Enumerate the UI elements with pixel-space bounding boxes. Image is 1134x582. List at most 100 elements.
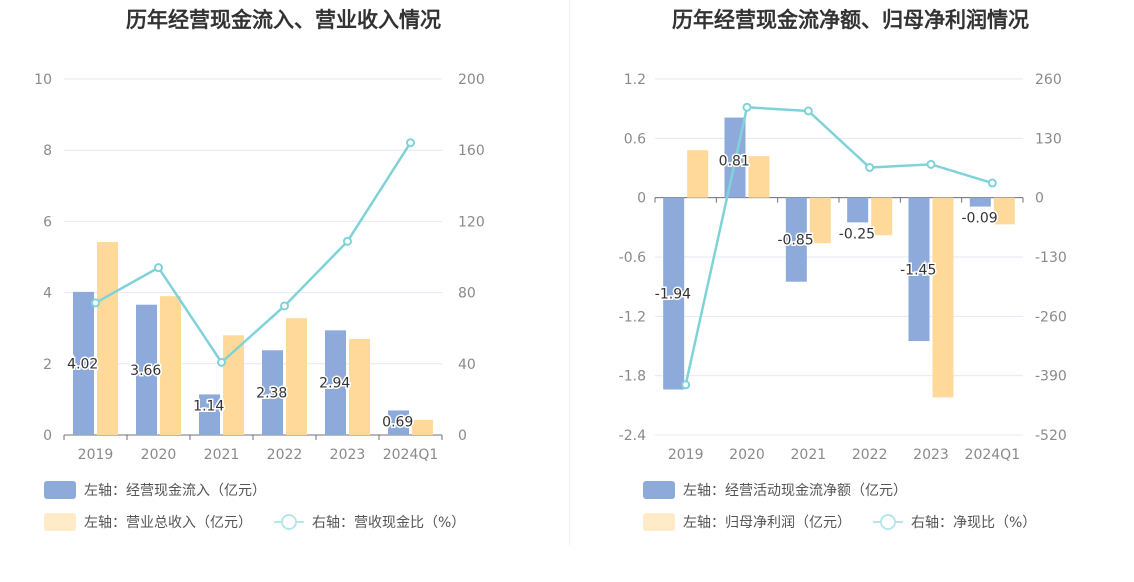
bar-blue bbox=[136, 304, 157, 435]
legend-label: 右轴：净现比（%） bbox=[911, 515, 1037, 531]
legend-swatch-blue bbox=[643, 481, 675, 499]
legend-item-revenue[interactable]: 左轴：营业总收入（亿元） bbox=[44, 512, 252, 532]
ratio-line-point bbox=[217, 357, 226, 367]
legend-item-net-cash-ratio[interactable]: 右轴：净现比（%） bbox=[873, 512, 1036, 532]
bar-data-label: 0.69 bbox=[382, 414, 413, 430]
bar-blue bbox=[262, 350, 283, 435]
legend-swatch-blue bbox=[44, 481, 76, 499]
left-chart-panel: 历年经营现金流入、营业收入情况 0 0 2 40 4 80 6 120 8 160 10 200 201… bbox=[34, 8, 487, 532]
left-axis-tick-label: 0 bbox=[637, 191, 646, 207]
legend-line-icon bbox=[873, 513, 903, 531]
category-label: 2020 bbox=[729, 447, 765, 463]
legend-label: 左轴：归母净利润（亿元） bbox=[683, 515, 851, 531]
right-axis-tick-label: 200 bbox=[458, 72, 485, 88]
left-axis-tick-label: -1.8 bbox=[619, 369, 646, 385]
right-axis-tick-label: 120 bbox=[458, 214, 485, 230]
bar-data-label: 1.14 bbox=[193, 398, 224, 414]
legend-item-net-profit[interactable]: 左轴：归母净利润（亿元） bbox=[643, 512, 851, 532]
legend-row-2: 左轴：归母净利润（亿元） 右轴：净现比（%） bbox=[643, 512, 1058, 532]
category-label: 2023 bbox=[913, 447, 949, 463]
left-axis-tick-label: 0 bbox=[43, 428, 52, 444]
bar-orange bbox=[223, 335, 244, 435]
cash-inflow-revenue-chart: 0 0 2 40 4 80 6 120 8 160 10 200 2019 2020 2021 2022 202… bbox=[34, 72, 485, 463]
bar-blue bbox=[199, 394, 220, 435]
bar-blue bbox=[73, 291, 94, 435]
chart-title: 历年经营现金流净额、归母净利润情况 bbox=[672, 8, 1029, 32]
category-label: 2024Q1 bbox=[965, 447, 1021, 463]
right-axis-tick-label: -130 bbox=[1035, 250, 1067, 266]
bar-orange bbox=[932, 197, 954, 398]
legend-row-1: 左轴：经营活动现金流净额（亿元） bbox=[643, 480, 929, 500]
left-axis-tick-label: -1.2 bbox=[619, 309, 646, 325]
right-axis-tick-label: 160 bbox=[458, 143, 485, 159]
net-cash-flow-profit-chart: -2.4 -520 -1.8 -390 -1.2 -260 -0.6 -130 0 0 0.6 130… bbox=[619, 72, 1067, 463]
right-axis-tick-label: 0 bbox=[1035, 191, 1044, 207]
category-label: 2020 bbox=[141, 447, 177, 463]
bar-data-label: 0.81 bbox=[719, 154, 750, 170]
ratio-line bbox=[94, 142, 412, 365]
category-label: 2019 bbox=[78, 447, 114, 463]
ratio-line-point bbox=[406, 138, 415, 148]
bar-orange bbox=[97, 242, 118, 435]
legend-swatch-orange bbox=[643, 513, 675, 531]
bar-data-label: -0.09 bbox=[961, 211, 997, 227]
bar-orange bbox=[809, 197, 831, 244]
bar-orange bbox=[871, 197, 893, 236]
bar-orange bbox=[412, 420, 433, 435]
legend-label: 右轴：营收现金比（%） bbox=[312, 515, 466, 531]
right-axis-tick-label: 80 bbox=[458, 286, 476, 302]
bar-data-label: 2.38 bbox=[256, 386, 287, 402]
category-label: 2021 bbox=[791, 447, 827, 463]
bar-blue bbox=[388, 410, 409, 435]
legend-row-2: 左轴：营业总收入（亿元） 右轴：营收现金比（%） bbox=[44, 512, 487, 532]
left-axis-tick-label: 6 bbox=[43, 214, 52, 230]
category-label: 2021 bbox=[204, 447, 240, 463]
ratio-line-point bbox=[803, 106, 813, 116]
ratio-line-point bbox=[742, 102, 752, 112]
bar-data-label: -1.94 bbox=[655, 287, 691, 303]
bar-orange bbox=[748, 156, 770, 198]
bar-orange bbox=[993, 197, 1015, 225]
ratio-line-point bbox=[865, 163, 875, 173]
category-label: 2023 bbox=[330, 447, 366, 463]
left-axis-tick-label: 4 bbox=[43, 286, 52, 302]
bar-data-label: -1.45 bbox=[900, 262, 936, 278]
ratio-line-point bbox=[154, 263, 163, 273]
right-chart-panel: 历年经营现金流净额、归母净利润情况 -2.4 -520 -1.8 -390 -1.2 -2… bbox=[567, 0, 1134, 582]
bar-blue bbox=[969, 197, 991, 207]
left-axis-tick-label: 10 bbox=[34, 72, 52, 88]
legend-line-icon bbox=[274, 513, 304, 531]
right-axis-tick-label: 260 bbox=[1035, 72, 1062, 88]
left-axis-tick-label: 1.2 bbox=[624, 72, 646, 88]
left-axis-tick-label: 2 bbox=[43, 357, 52, 373]
bar-data-label: 2.94 bbox=[319, 376, 350, 392]
legend-label: 左轴：经营活动现金流净额（亿元） bbox=[683, 483, 907, 499]
right-axis-tick-label: 40 bbox=[458, 357, 476, 373]
left-axis-tick-label: -0.6 bbox=[619, 250, 646, 266]
category-label: 2024Q1 bbox=[383, 447, 439, 463]
ratio-line-point bbox=[926, 159, 936, 169]
right-axis-tick-label: -260 bbox=[1035, 309, 1067, 325]
ratio-line-point bbox=[681, 380, 691, 390]
ratio-line-point bbox=[987, 178, 997, 188]
right-axis-tick-label: 0 bbox=[458, 428, 467, 444]
bar-blue bbox=[663, 197, 685, 390]
bar-blue bbox=[908, 197, 930, 342]
legend-item-revenue-cash-ratio[interactable]: 右轴：营收现金比（%） bbox=[274, 512, 465, 532]
bar-data-label: 3.66 bbox=[130, 363, 161, 379]
legend-item-cash-inflow[interactable]: 左轴：经营现金流入（亿元） bbox=[44, 480, 266, 500]
chart-title: 历年经营现金流入、营业收入情况 bbox=[126, 8, 441, 32]
category-label: 2022 bbox=[852, 447, 888, 463]
bar-orange bbox=[160, 296, 181, 435]
ratio-line bbox=[684, 105, 993, 386]
legend-item-net-cash-flow[interactable]: 左轴：经营活动现金流净额（亿元） bbox=[643, 480, 907, 500]
bar-blue bbox=[847, 197, 869, 223]
panel-divider bbox=[569, 0, 570, 545]
right-axis-tick-label: -390 bbox=[1035, 369, 1067, 385]
right-axis-tick-label: 130 bbox=[1035, 131, 1062, 147]
ratio-line-point bbox=[280, 301, 289, 311]
bar-blue bbox=[785, 197, 807, 282]
left-axis-tick-label: -2.4 bbox=[619, 428, 646, 444]
ratio-line-point bbox=[343, 236, 352, 246]
legend-label: 左轴：营业总收入（亿元） bbox=[84, 515, 252, 531]
